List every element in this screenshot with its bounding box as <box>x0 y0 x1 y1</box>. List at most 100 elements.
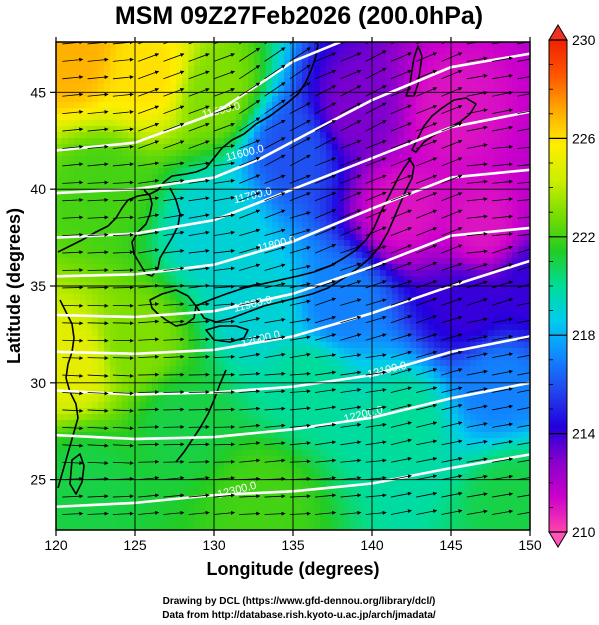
heatmap-cell <box>464 360 471 367</box>
heatmap-cell <box>128 204 135 211</box>
heatmap-cell <box>434 306 441 313</box>
heatmap-cell <box>452 246 459 253</box>
heatmap-cell <box>146 198 153 205</box>
heatmap-cell <box>434 90 441 97</box>
heatmap-cell <box>440 246 447 253</box>
heatmap-cell <box>122 132 129 139</box>
heatmap-cell <box>524 102 530 109</box>
heatmap-cell <box>188 270 195 277</box>
heatmap-cell <box>302 318 309 325</box>
heatmap-cell <box>404 114 411 121</box>
heatmap-cell <box>356 390 363 397</box>
heatmap-cell <box>470 288 477 295</box>
heatmap-cell <box>128 42 135 49</box>
heatmap-cell <box>500 408 507 415</box>
heatmap-cell <box>500 66 507 73</box>
heatmap-cell <box>92 78 99 85</box>
heatmap-cell <box>200 126 207 133</box>
heatmap-cell <box>80 72 87 79</box>
heatmap-cell <box>338 138 345 145</box>
heatmap-cell <box>386 402 393 409</box>
heatmap-cell <box>488 282 495 289</box>
heatmap-cell <box>404 264 411 271</box>
heatmap-cell <box>344 336 351 343</box>
heatmap-cell <box>182 270 189 277</box>
heatmap-cell <box>104 282 111 289</box>
heatmap-cell <box>122 228 129 235</box>
heatmap-cell <box>338 96 345 103</box>
heatmap-cell <box>518 234 525 241</box>
heatmap-cell <box>176 168 183 175</box>
heatmap-cell <box>356 312 363 319</box>
heatmap-cell <box>302 252 309 259</box>
heatmap-cell <box>302 222 309 229</box>
heatmap-cell <box>182 306 189 313</box>
heatmap-cell <box>440 414 447 421</box>
heatmap-cell <box>242 354 249 361</box>
heatmap-cell <box>146 78 153 85</box>
heatmap-cell <box>308 402 315 409</box>
heatmap-cell <box>284 204 291 211</box>
heatmap-cell <box>470 330 477 337</box>
heatmap-cell <box>236 78 243 85</box>
heatmap-cell <box>326 156 333 163</box>
heatmap-cell <box>86 402 93 409</box>
heatmap-cell <box>206 276 213 283</box>
heatmap-cell <box>500 72 507 79</box>
heatmap-cell <box>320 192 327 199</box>
heatmap-cell <box>386 300 393 307</box>
heatmap-cell <box>338 216 345 223</box>
heatmap-cell <box>356 42 363 49</box>
heatmap-cell <box>524 216 530 223</box>
heatmap-cell <box>410 342 417 349</box>
heatmap-cell <box>464 222 471 229</box>
heatmap-cell <box>158 402 165 409</box>
heatmap-cell <box>284 270 291 277</box>
heatmap-cell <box>392 348 399 355</box>
heatmap-cell <box>368 330 375 337</box>
heatmap-cell <box>368 402 375 409</box>
heatmap-cell <box>218 120 225 127</box>
heatmap-cell <box>140 336 147 343</box>
heatmap-cell <box>470 282 477 289</box>
heatmap-cell <box>254 42 261 49</box>
heatmap-cell <box>422 300 429 307</box>
heatmap-cell <box>128 48 135 55</box>
heatmap-cell <box>98 246 105 253</box>
heatmap-cell <box>284 180 291 187</box>
heatmap-cell <box>134 276 141 283</box>
heatmap-cell <box>350 84 357 91</box>
heatmap-cell <box>332 318 339 325</box>
heatmap-cell <box>170 270 177 277</box>
heatmap-cell <box>92 84 99 91</box>
heatmap-cell <box>146 156 153 163</box>
heatmap-cell <box>194 336 201 343</box>
heatmap-cell <box>110 126 117 133</box>
heatmap-cell <box>446 78 453 85</box>
heatmap-cell <box>134 102 141 109</box>
heatmap-cell <box>500 132 507 139</box>
heatmap-cell <box>506 408 513 415</box>
heatmap-cell <box>86 102 93 109</box>
heatmap-cell <box>224 138 231 145</box>
heatmap-cell <box>116 66 123 73</box>
heatmap-cell <box>110 198 117 205</box>
heatmap-cell <box>80 366 87 373</box>
heatmap-cell <box>206 78 213 85</box>
heatmap-cell <box>296 210 303 217</box>
heatmap-cell <box>524 90 530 97</box>
heatmap-cell <box>338 264 345 271</box>
heatmap-cell <box>518 276 525 283</box>
heatmap-cell <box>350 102 357 109</box>
heatmap-cell <box>194 288 201 295</box>
heatmap-cell <box>242 114 249 121</box>
heatmap-cell <box>452 324 459 331</box>
heatmap-cell <box>482 108 489 115</box>
heatmap-cell <box>470 396 477 403</box>
heatmap-cell <box>122 336 129 343</box>
heatmap-cell <box>416 228 423 235</box>
heatmap-cell <box>392 84 399 91</box>
heatmap-cell <box>488 60 495 67</box>
heatmap-cell <box>422 270 429 277</box>
heatmap-cell <box>356 252 363 259</box>
